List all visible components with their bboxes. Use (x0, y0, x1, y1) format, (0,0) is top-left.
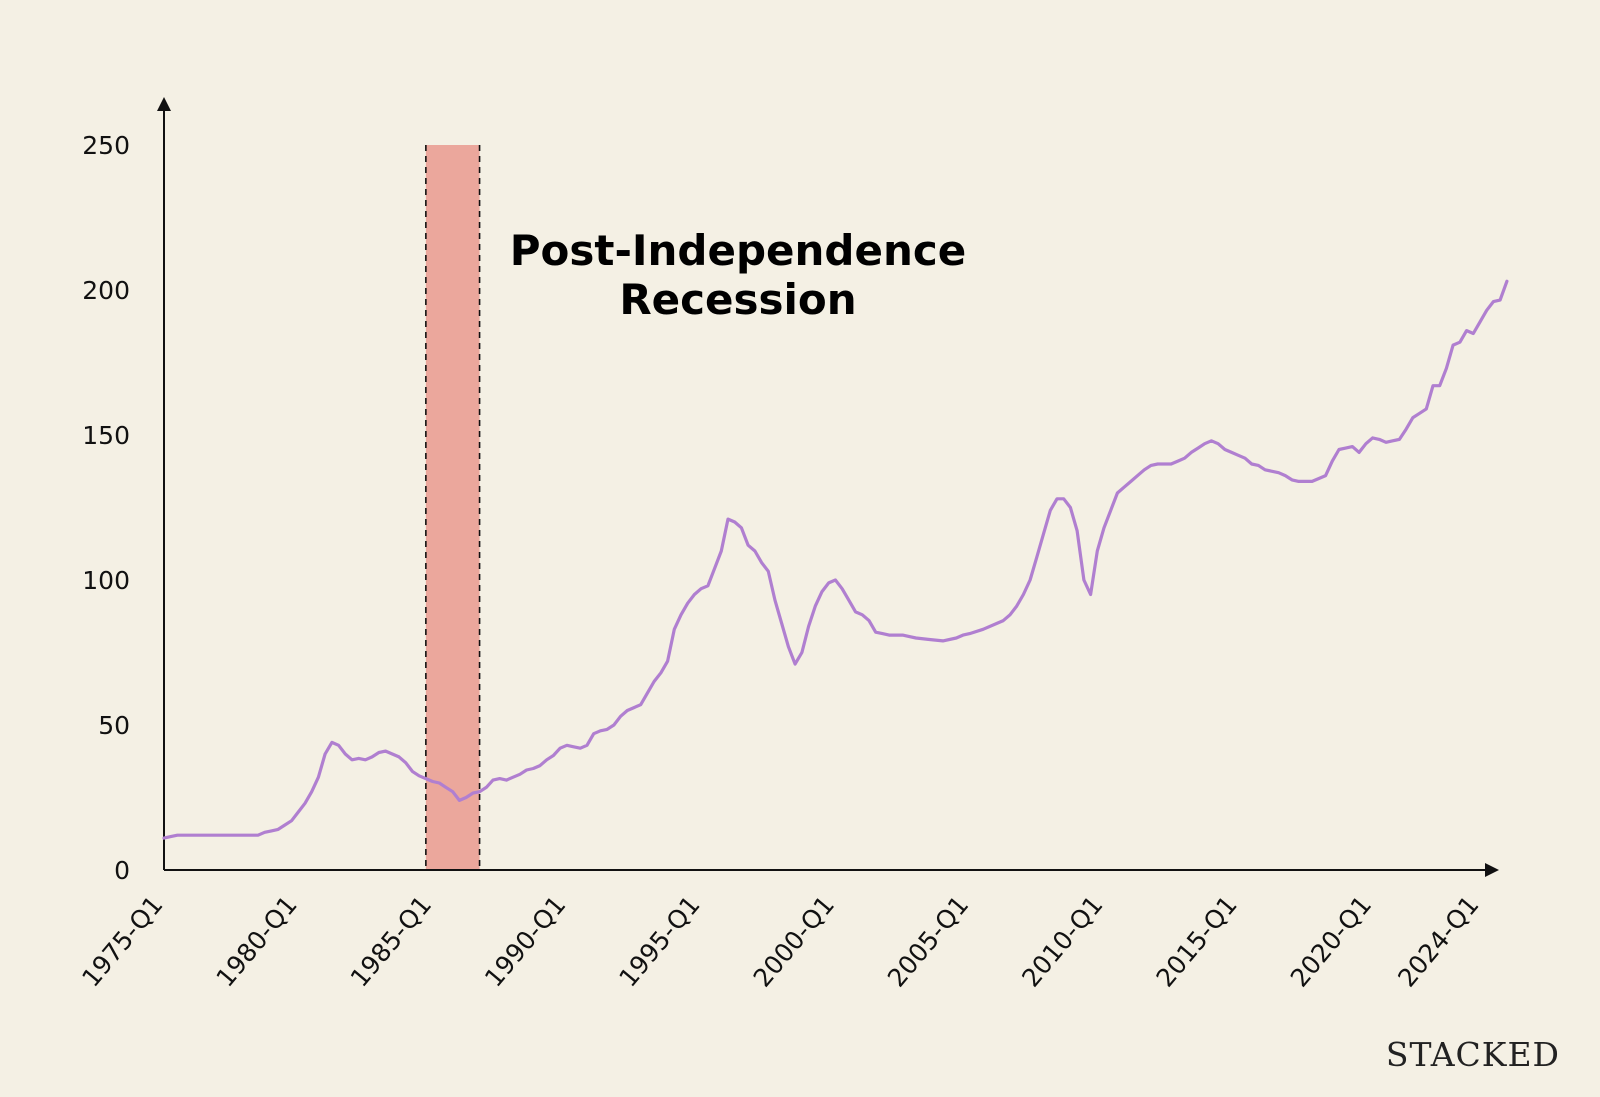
x-tick-label-1985-Q1: 1985-Q1 (345, 890, 437, 992)
x-tick-label-2015-Q1: 2015-Q1 (1151, 890, 1243, 992)
x-tick-label-2000-Q1: 2000-Q1 (748, 890, 840, 992)
y-tick-label-50: 50 (98, 711, 130, 740)
y-tick-label-150: 150 (82, 421, 130, 450)
x-tick-label-2005-Q1: 2005-Q1 (882, 890, 974, 992)
recession-annotation-line2: Recession (619, 275, 856, 324)
series-line-0 (162, 279, 1509, 840)
x-tick-label-1980-Q1: 1980-Q1 (211, 890, 303, 992)
brand-logo: STACKED (1386, 1035, 1560, 1074)
x-tick-label-2010-Q1: 2010-Q1 (1016, 890, 1108, 992)
x-tick-label-1995-Q1: 1995-Q1 (613, 890, 705, 992)
y-tick-label-100: 100 (82, 566, 130, 595)
x-tick-label-1975-Q1: 1975-Q1 (76, 890, 168, 992)
y-tick-label-250: 250 (82, 131, 130, 160)
x-tick-label-2020-Q1: 2020-Q1 (1285, 890, 1377, 992)
y-tick-label-200: 200 (82, 276, 130, 305)
x-tick-label-1990-Q1: 1990-Q1 (479, 890, 571, 992)
y-tick-label-0: 0 (114, 856, 130, 885)
recession-band (425, 145, 480, 870)
x-tick-label-2024-Q1: 2024-Q1 (1392, 890, 1484, 992)
recession-annotation-line1: Post-Independence (510, 226, 967, 275)
